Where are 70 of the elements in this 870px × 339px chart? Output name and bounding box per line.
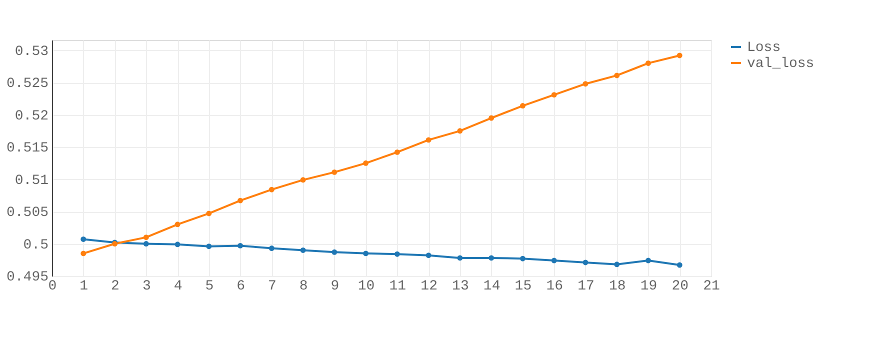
- point: [520, 103, 526, 109]
- x-tick-label: 9: [330, 278, 340, 294]
- y-tick-label: 0.495: [6, 270, 48, 286]
- y-tick-label: 0.51: [14, 172, 48, 189]
- point: [238, 242, 244, 248]
- x-tick-label: 4: [174, 278, 182, 294]
- legend-label: val_loss: [747, 56, 814, 72]
- x-tick-label: 0: [48, 278, 57, 294]
- point: [268, 186, 274, 192]
- x-tick-label: 16: [546, 278, 563, 294]
- point: [676, 52, 682, 58]
- point: [614, 72, 620, 78]
- point: [426, 137, 432, 143]
- point: [394, 149, 400, 155]
- point: [426, 252, 432, 258]
- point: [206, 210, 212, 216]
- x-tick-label: 14: [483, 278, 500, 294]
- point: [363, 250, 369, 256]
- point: [520, 256, 526, 262]
- x-tick-label: 6: [236, 278, 245, 294]
- point: [80, 236, 86, 242]
- x-tick-label: 2: [111, 278, 120, 294]
- x-tick-label: 15: [514, 278, 532, 294]
- x-tick-label: 3: [142, 278, 151, 294]
- y-tick-label: 0.52: [14, 108, 48, 124]
- point: [582, 260, 588, 266]
- legend-label: Loss: [747, 40, 781, 56]
- point: [457, 255, 463, 261]
- point: [457, 128, 463, 134]
- point: [174, 242, 180, 248]
- x-tick-label: 20: [672, 278, 689, 294]
- y-tick-label: 0.53: [14, 44, 48, 60]
- point: [300, 177, 306, 183]
- x-tick-label: 18: [608, 278, 626, 294]
- point: [80, 250, 86, 256]
- point: [332, 249, 338, 255]
- point: [143, 241, 149, 246]
- y-tick-label: 0.515: [6, 140, 48, 157]
- x-tick-label: 13: [452, 278, 469, 294]
- point: [488, 115, 494, 121]
- x-tick-label: 8: [299, 278, 308, 294]
- x-tick-label: 11: [389, 278, 406, 294]
- point: [174, 222, 180, 228]
- point: [363, 160, 369, 166]
- point: [551, 258, 557, 264]
- y-tick-label: 0.505: [6, 205, 48, 222]
- point: [551, 92, 557, 98]
- point: [394, 251, 400, 257]
- point: [646, 60, 651, 66]
- point: [614, 262, 620, 268]
- point: [238, 198, 244, 204]
- point: [332, 169, 338, 175]
- point: [206, 244, 212, 250]
- x-tick-label: 5: [205, 278, 214, 294]
- y-tick-label: 0.5: [23, 237, 48, 254]
- x-tick-label: 19: [640, 278, 658, 294]
- x-tick-label: 10: [358, 278, 375, 294]
- point: [676, 262, 682, 268]
- x-tick-label: 7: [268, 278, 276, 294]
- point: [143, 234, 149, 240]
- x-tick-label: 12: [420, 278, 438, 294]
- y-tick-label: 0.525: [6, 76, 48, 92]
- x-tick-label: 21: [703, 278, 720, 294]
- point: [582, 81, 588, 87]
- point: [268, 246, 274, 252]
- point: [646, 258, 651, 264]
- point: [488, 255, 494, 261]
- point: [300, 247, 306, 253]
- x-tick-label: 17: [578, 278, 594, 294]
- x-tick-label: 1: [80, 278, 88, 294]
